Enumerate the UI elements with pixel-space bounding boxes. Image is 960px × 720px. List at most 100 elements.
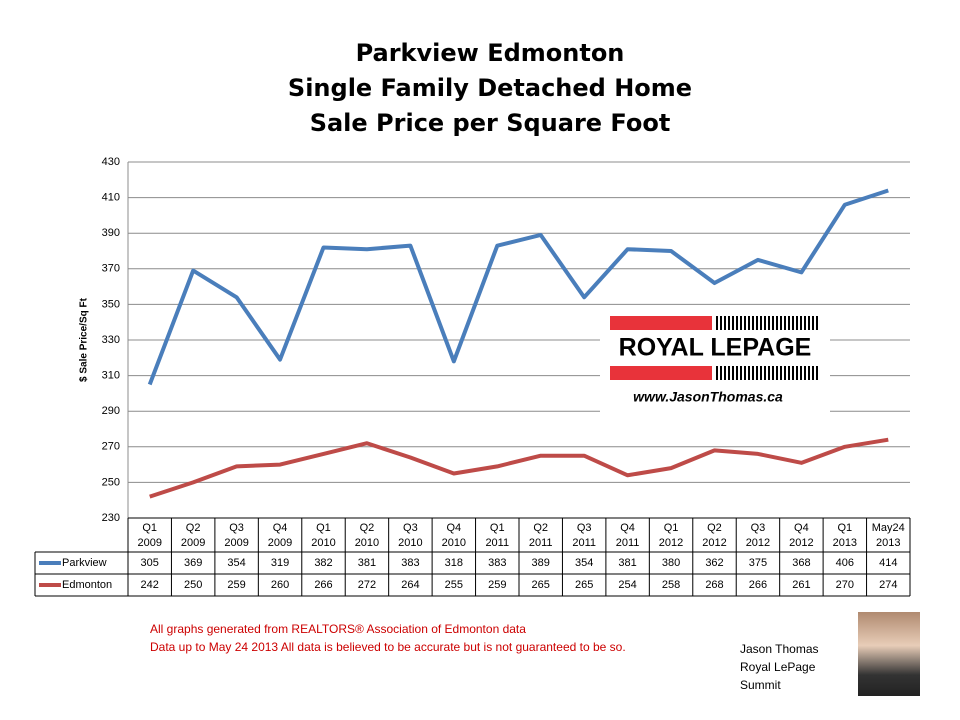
footer-line: All graphs generated from REALTORS® Asso… [150,622,526,636]
logo-barcode [756,366,758,380]
logo-barcode [772,316,774,330]
logo-barcode [788,366,790,380]
x-tick-label: Q4 2012 [789,521,814,549]
logo-barcode [724,366,726,380]
logo-barcode [748,366,750,380]
y-tick-label: 230 [102,512,120,524]
y-tick-label: 270 [102,441,120,453]
x-tick-label: Q1 2013 [832,521,858,549]
logo-barcode [752,316,754,330]
y-tick-label: 330 [102,334,120,346]
logo-barcode [808,316,810,330]
logo-barcode [776,366,778,380]
table-value: 368 [792,557,810,569]
logo-barcode [760,366,762,380]
table-value: 406 [836,557,854,569]
x-tick-label: Q4 2010 [441,521,467,549]
table-value: 242 [141,579,159,591]
logo-barcode [784,316,786,330]
logo-bar [610,366,712,380]
x-tick-label: Q2 2011 [528,521,553,549]
logo-barcode [752,366,754,380]
x-tick-label: Q3 2012 [745,521,771,549]
x-tick-label: Q1 2010 [311,521,336,549]
table-value: 381 [358,557,376,569]
table-value: 383 [401,557,419,569]
y-tick-label: 290 [102,405,120,417]
table-value: 375 [749,557,767,569]
logo-barcode [720,316,722,330]
table-value: 318 [445,557,463,569]
logo-barcode [784,366,786,380]
logo-barcode [744,366,746,380]
table-value: 264 [401,579,419,591]
table-value: 250 [184,579,202,591]
logo-website: www.JasonThomas.ca [633,389,783,405]
logo-barcode [728,316,730,330]
logo-barcode [728,366,730,380]
table-value: 268 [705,579,723,591]
y-tick-label: 350 [102,298,120,310]
logo-barcode [764,316,766,330]
y-tick-label: 390 [102,227,120,239]
logo-barcode [716,316,718,330]
x-tick-label: Q3 2011 [572,521,596,549]
logo-barcode [796,366,798,380]
table-value: 319 [271,557,289,569]
logo-barcode [772,366,774,380]
signature-line: Jason Thomas [740,642,819,656]
logo-barcode [804,316,806,330]
logo-barcode [756,316,758,330]
logo-barcode [804,366,806,380]
table-value: 260 [271,579,289,591]
logo-barcode [764,366,766,380]
logo-barcode [816,316,818,330]
logo-barcode [800,316,802,330]
legend-label: Edmonton [62,579,112,591]
x-tick-label: Q1 2011 [485,521,510,549]
x-tick-label: Q2 2012 [702,521,727,549]
signature-line: Royal LePage [740,660,816,674]
footer-line: Data up to May 24 2013 All data is belie… [150,640,626,654]
logo-barcode [732,316,734,330]
table-value: 305 [141,557,159,569]
x-tick-label: Q2 2009 [180,521,206,549]
logo-barcode [780,366,782,380]
logo-barcode [744,316,746,330]
chart-title: Parkview Edmonton Single Family Detached… [287,39,693,137]
y-axis-label: $ Sale Price/Sq Ft [79,297,90,382]
logo-barcode [800,366,802,380]
table-value: 369 [184,557,202,569]
y-tick-label: 410 [102,192,120,204]
table-value: 362 [705,557,723,569]
x-tick-label: Q4 2011 [615,521,640,549]
logo-barcode [748,316,750,330]
portrait-photo [858,612,920,696]
table-value: 354 [227,557,245,569]
logo-barcode [792,316,794,330]
table-value: 381 [618,557,636,569]
signature-line: Summit [740,678,781,692]
logo-barcode [792,366,794,380]
x-tick-label: Q3 2010 [398,521,423,549]
y-tick-label: 370 [102,263,120,275]
table-value: 259 [488,579,506,591]
table-value: 266 [314,579,332,591]
logo-barcode [732,366,734,380]
logo-barcode [780,316,782,330]
x-tick-label: Q3 2009 [224,521,249,549]
logo-barcode [776,316,778,330]
logo-brand: ROYAL LEPAGE [619,334,812,362]
table-value: 254 [618,579,636,591]
x-tick-label: Q1 2009 [137,521,162,549]
table-value: 274 [879,579,897,591]
table-value: 258 [662,579,680,591]
table-value: 380 [662,557,680,569]
table-value: 389 [532,557,550,569]
series-line [147,188,889,386]
x-tick-label: Q2 2010 [354,521,380,549]
y-tick-label: 250 [102,476,120,488]
table-value: 265 [532,579,550,591]
x-tick-label: May24 2013 [871,521,905,549]
